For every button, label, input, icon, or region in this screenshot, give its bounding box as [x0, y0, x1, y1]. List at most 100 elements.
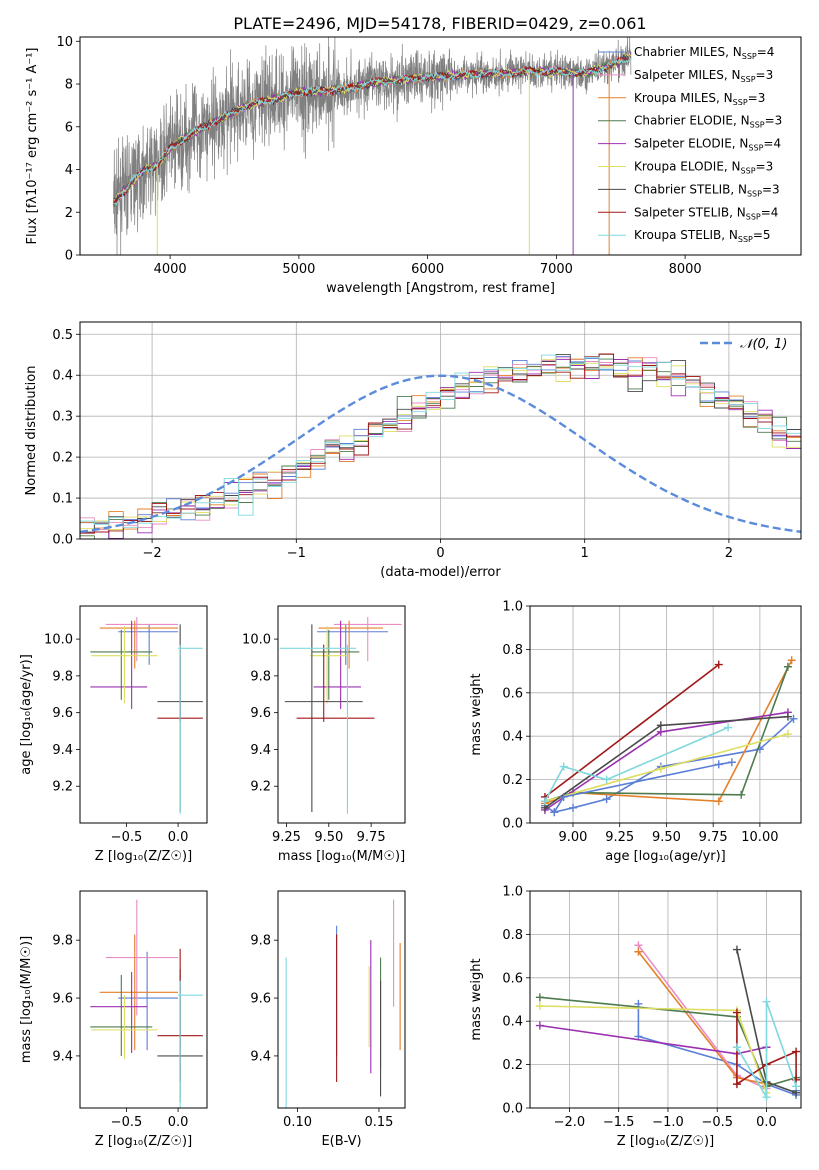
- legend: Chabrier MILES, NSSP=4 Salpeter MILES, NS…: [598, 45, 782, 244]
- y-tick-label: 9.8: [250, 669, 271, 684]
- y-axis-label: mass weight: [469, 958, 484, 1040]
- x-tick-label: 9.00: [559, 830, 588, 845]
- plot-area: [540, 656, 798, 817]
- weight-series: [553, 761, 732, 813]
- y-tick-label: 9.4: [52, 743, 73, 758]
- weight-marker: [787, 656, 796, 665]
- weight-marker: [535, 1021, 544, 1030]
- weight-marker: [724, 723, 733, 732]
- legend-entry: Salpeter MILES, NSSP=3: [634, 68, 773, 84]
- y-tick-label: 9.8: [52, 934, 73, 949]
- x-axis-label: Z [log₁₀(Z/Z☉)]: [617, 1134, 714, 1149]
- x-tick-label: −1.0: [652, 1115, 684, 1130]
- x-tick-label: −2: [143, 546, 162, 561]
- y-tick-label: 10.0: [242, 633, 271, 648]
- y-tick-label: 0.6: [502, 971, 523, 986]
- weight-marker: [568, 803, 577, 812]
- y-tick-label: 4: [65, 163, 73, 178]
- axes-frame: [277, 890, 406, 1109]
- x-tick-label: 10.00: [741, 830, 778, 845]
- x-axis-label: wavelength [Angstrom, rest frame]: [326, 281, 555, 296]
- y-tick-label: 0.4: [502, 730, 523, 745]
- legend-count: =4: [763, 137, 781, 151]
- y-tick-label: 9.6: [52, 706, 73, 721]
- legend-count: =5: [753, 228, 771, 242]
- weight-marker: [727, 758, 736, 767]
- weight-series: [539, 1005, 768, 1094]
- x-tick-label: 9.25: [272, 830, 301, 845]
- weight-marker: [732, 1080, 741, 1089]
- x-tick-label: 0.10: [283, 1115, 312, 1130]
- x-tick-label: 7000: [540, 262, 573, 277]
- y-tick-label: 9.8: [52, 669, 73, 684]
- legend-count: =3: [765, 114, 783, 128]
- x-tick-label: 9.25: [605, 830, 634, 845]
- y-tick-label: 0.2: [502, 1058, 523, 1073]
- legend-count: =3: [756, 160, 774, 174]
- y-tick-label: 0.0: [502, 1102, 523, 1117]
- y-axis-label: age [log₁₀(age/yr)]: [19, 654, 34, 775]
- weight-marker: [559, 762, 568, 771]
- weight-marker: [714, 797, 723, 806]
- x-tick-label: −1: [287, 546, 306, 561]
- x-tick-label: −0.5: [111, 1115, 143, 1130]
- plot-area: [90, 899, 203, 1108]
- x-tick-label: −1.5: [603, 1115, 635, 1130]
- x-tick-label: 9.50: [314, 830, 343, 845]
- normal-curve: [80, 374, 801, 533]
- weight-marker: [550, 808, 559, 817]
- x-tick-label: 1: [581, 546, 589, 561]
- weight-series: [637, 944, 767, 1090]
- weight-marker: [783, 712, 792, 721]
- x-tick-label: −2.0: [554, 1115, 586, 1130]
- weight-marker: [634, 947, 643, 956]
- x-axis-label: mass [log₁₀(M/M☉)]: [278, 849, 405, 864]
- x-tick-label: −0.5: [111, 830, 143, 845]
- x-axis-label: (data-model)/error: [380, 565, 501, 580]
- y-tick-label: 2: [65, 206, 73, 221]
- weight-marker: [714, 660, 723, 669]
- x-tick-label: 0.0: [756, 1115, 777, 1130]
- weight-marker: [783, 730, 792, 739]
- x-tick-label: −0.5: [701, 1115, 733, 1130]
- y-tick-label: 0.6: [502, 686, 523, 701]
- axes-frame: [79, 605, 208, 824]
- legend-count: =3: [748, 91, 766, 105]
- weight-marker: [656, 764, 665, 773]
- axes-frame: [529, 605, 802, 824]
- axes-frame: [79, 321, 802, 540]
- weight-marker: [792, 1082, 801, 1091]
- legend-count: =4: [761, 205, 779, 219]
- weight-marker: [737, 790, 746, 799]
- y-tick-label: 9.6: [52, 992, 73, 1007]
- observed-spectrum: [113, 37, 632, 255]
- figure-title: PLATE=2496, MJD=54178, FIBERID=0429, z=0…: [233, 14, 646, 33]
- x-tick-label: 0.0: [168, 1115, 189, 1130]
- weight-marker: [714, 760, 723, 769]
- weight-marker: [535, 1002, 544, 1011]
- y-tick-label: 0.3: [52, 410, 73, 425]
- legend-count: =3: [762, 182, 780, 196]
- weight-marker: [602, 775, 611, 784]
- legend-subscript: SSP: [738, 235, 753, 244]
- x-tick-label: 2: [725, 546, 733, 561]
- legend-entry: Chabrier MILES, NSSP=4: [634, 45, 774, 61]
- y-tick-label: 9.4: [250, 1049, 271, 1064]
- legend-subscript: SSP: [746, 212, 761, 221]
- panel-spectrum: 4000 5000 6000 7000 8000 0 2 4 6 8 10 wavelength [A…: [25, 35, 802, 296]
- legend-subscript: SSP: [741, 75, 756, 84]
- panel-mass-vs-Z: −0.5 0.0 9.4 9.6 9.8 Z [log₁₀(Z/Z☉)] mass [log…: [19, 890, 208, 1149]
- panel-residuals: −2 −1 0 1 2 0.0 0.1 0.2 0.3 0.4 0.5 (data-model)/er…: [24, 321, 802, 580]
- y-tick-label: 0.4: [502, 1015, 523, 1030]
- legend-entry: Kroupa STELIB, NSSP=5: [634, 228, 771, 244]
- y-tick-label: 1.0: [502, 600, 523, 615]
- weight-marker: [789, 714, 798, 723]
- y-tick-label: 9.6: [250, 706, 271, 721]
- weight-marker: [732, 945, 741, 954]
- x-tick-label: 5000: [282, 262, 315, 277]
- axes-frame: [529, 890, 802, 1109]
- weight-marker: [559, 792, 568, 801]
- y-tick-label: 6: [65, 120, 73, 135]
- legend-count: =3: [756, 68, 774, 82]
